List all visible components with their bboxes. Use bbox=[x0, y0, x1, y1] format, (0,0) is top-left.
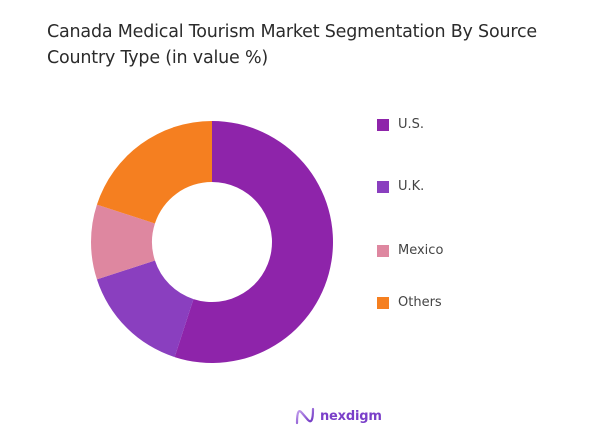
brand-logo: nexdigm bbox=[295, 407, 382, 425]
donut-slice-mexico[interactable] bbox=[91, 204, 155, 280]
donut-slice-uk[interactable] bbox=[96, 260, 194, 358]
legend-label: U.K. bbox=[398, 179, 425, 194]
legend-label: Others bbox=[398, 295, 442, 310]
legend-item-uk[interactable]: U.K. bbox=[377, 179, 424, 194]
legend-swatch-others bbox=[377, 296, 389, 309]
legend-item-us[interactable]: U.S. bbox=[377, 117, 424, 132]
donut-slice-us[interactable] bbox=[174, 121, 333, 364]
legend-swatch-mexico bbox=[377, 244, 389, 257]
legend-label: U.S. bbox=[398, 117, 425, 132]
legend-label: Mexico bbox=[398, 243, 444, 258]
donut-slice-others[interactable] bbox=[96, 121, 212, 224]
legend-item-others[interactable]: Others bbox=[377, 295, 442, 310]
nexdigm-logo-icon bbox=[295, 407, 315, 425]
donut-slices bbox=[91, 121, 333, 364]
legend-swatch-us bbox=[377, 118, 389, 131]
chart-title: Canada Medical Tourism Market Segmentati… bbox=[47, 22, 537, 68]
brand-name: nexdigm bbox=[320, 408, 382, 424]
legend-swatch-uk bbox=[377, 180, 389, 193]
legend-item-mexico[interactable]: Mexico bbox=[377, 243, 443, 258]
